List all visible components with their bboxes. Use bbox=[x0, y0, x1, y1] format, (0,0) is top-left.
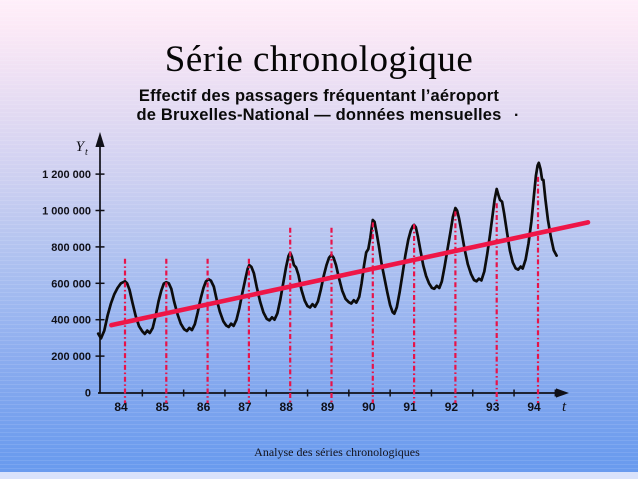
y-tick-label: 200 000 bbox=[51, 351, 91, 363]
subtitle-trailing-dot: . bbox=[514, 103, 519, 120]
x-tick-label: 94 bbox=[527, 400, 541, 414]
y-axis-label-sub: t bbox=[85, 147, 88, 158]
y-axis-arrow bbox=[95, 132, 105, 147]
x-tick-label: 85 bbox=[156, 400, 170, 414]
x-tick-label: 89 bbox=[321, 400, 335, 414]
y-tick-label: 800 000 bbox=[51, 242, 91, 254]
trend-line bbox=[109, 220, 591, 328]
footer-text: Analyse des séries chronologiques bbox=[254, 445, 420, 459]
y-tick-label: 600 000 bbox=[51, 278, 91, 290]
x-axis-label: t bbox=[562, 399, 567, 415]
y-tick-label: 1 200 000 bbox=[42, 169, 91, 181]
x-tick-label: 88 bbox=[280, 400, 294, 414]
x-tick-label: 91 bbox=[403, 400, 417, 414]
x-tick-label: 86 bbox=[197, 400, 211, 414]
chart-subtitle: Effectif des passagers fréquentant l’aér… bbox=[0, 87, 638, 124]
x-tick-label: 93 bbox=[486, 400, 500, 414]
x-axis-arrow bbox=[556, 388, 569, 398]
y-axis-label: Y bbox=[76, 139, 86, 155]
bottom-edge-strip bbox=[0, 472, 638, 479]
x-tick-label: 90 bbox=[362, 400, 376, 414]
x-tick-label: 84 bbox=[114, 400, 128, 414]
subtitle-line-1: Effectif des passagers fréquentant l’aér… bbox=[138, 87, 500, 105]
slide-title: Série chronologique bbox=[164, 39, 474, 80]
x-tick-label: 87 bbox=[238, 400, 252, 414]
y-tick-label: 1 000 000 bbox=[42, 206, 91, 218]
y-tick-label: 400 000 bbox=[51, 315, 91, 327]
passenger-series-line bbox=[96, 161, 558, 340]
subtitle-line-2: de Bruxelles-National — données mensuell… bbox=[136, 105, 502, 124]
x-tick-label: 92 bbox=[445, 400, 459, 414]
y-tick-label: 0 bbox=[85, 388, 91, 400]
